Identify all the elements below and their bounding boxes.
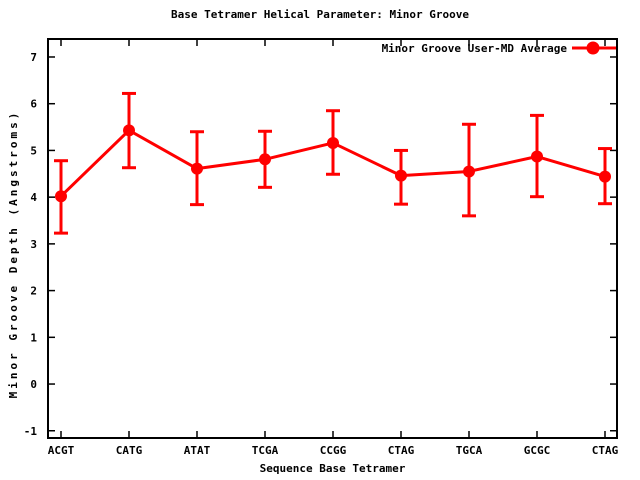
x-category-label: ATAT <box>184 444 211 457</box>
data-point-marker <box>55 190 67 203</box>
x-category-label: CATG <box>116 444 143 457</box>
y-tick-label: 7 <box>30 51 37 64</box>
axes-layer: -1 0 1 2 3 4 5 6 7 ACGT CATG ATAT TCGA CCGG CTAG TGCA GC… <box>24 38 619 457</box>
x-category-label: CTAG <box>388 444 415 457</box>
series-layer <box>54 91 612 235</box>
data-point-marker <box>327 136 339 149</box>
y-tick-label: 2 <box>30 285 37 298</box>
data-point-marker <box>531 150 543 163</box>
y-tick-label: 6 <box>30 98 37 111</box>
data-point-marker <box>191 162 203 175</box>
y-axis-label: Minor Groove Depth (Angstroms) <box>7 110 20 399</box>
data-point-marker <box>123 124 135 137</box>
legend: Minor Groove User-MD Average <box>382 41 616 55</box>
chart-title: Base Tetramer Helical Parameter: Minor G… <box>170 8 469 21</box>
y-tick-label: 0 <box>30 378 37 391</box>
data-point-marker <box>463 165 475 178</box>
x-category-label: ACGT <box>48 444 75 457</box>
x-category-label: TCGA <box>252 444 279 457</box>
y-tick-label: 5 <box>30 144 37 157</box>
legend-series-label: Minor Groove User-MD Average <box>382 42 568 55</box>
data-point-marker <box>599 170 611 183</box>
y-tick-label: -1 <box>24 425 38 438</box>
data-point-marker <box>395 169 407 182</box>
x-category-label: CCGG <box>320 444 347 457</box>
x-category-label: GCGC <box>524 444 551 457</box>
legend-line-marker-icon <box>572 41 616 55</box>
x-category-label: CTAG <box>592 444 619 457</box>
y-tick-label: 3 <box>30 238 37 251</box>
x-category-label: TGCA <box>456 444 483 457</box>
data-point-marker <box>259 153 271 166</box>
x-axis-label: Sequence Base Tetramer <box>259 462 406 475</box>
plot-border <box>47 38 618 439</box>
y-tick-label: 1 <box>30 331 37 344</box>
y-tick-label: 4 <box>30 191 37 204</box>
